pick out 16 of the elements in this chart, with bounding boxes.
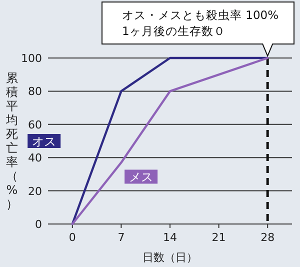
x-axis-title: 日数（日） <box>142 251 198 264</box>
y-tick-label: 80 <box>28 85 42 98</box>
y-tick-label: 0 <box>35 218 42 231</box>
x-tick-label: 14 <box>163 231 177 244</box>
y-tick-label: 100 <box>21 52 42 65</box>
x-tick-label: 7 <box>118 231 125 244</box>
x-tick-label: 21 <box>212 231 226 244</box>
text: 累積平均死亡率（%） <box>6 71 18 211</box>
y-tick-label: 20 <box>28 184 42 198</box>
y-tick-label: 60 <box>28 118 42 132</box>
x-tick-label: 28 <box>260 231 275 244</box>
text: オス <box>32 134 56 148</box>
y-tick-label: 40 <box>28 152 42 165</box>
annotation: オス・メスとも殺虫率 100% 1ヶ月後の生存数０ <box>122 8 279 38</box>
series-label: メス <box>129 170 154 184</box>
x-tick-label: 0 <box>68 231 76 244</box>
